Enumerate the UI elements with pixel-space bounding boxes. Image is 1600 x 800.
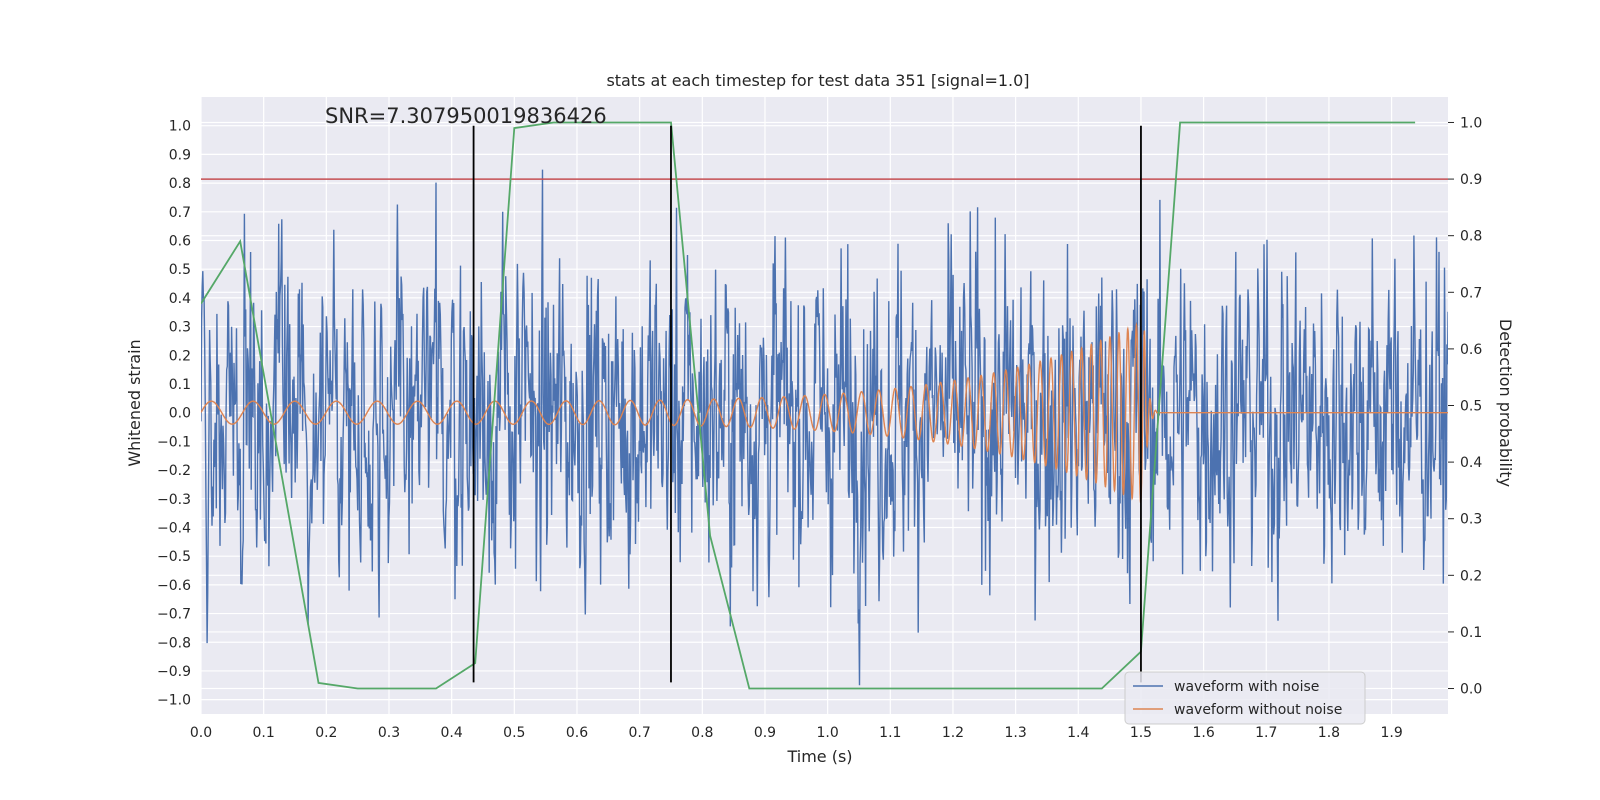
y2-tick-label: 0.6 xyxy=(1460,342,1482,358)
x-tick-label: 1.1 xyxy=(879,725,901,741)
y-tick-label: 0.5 xyxy=(169,262,191,278)
y-tick-label: 0.3 xyxy=(169,320,191,336)
y2-tick-label: 0.0 xyxy=(1460,682,1482,698)
y-tick-label: −0.8 xyxy=(157,635,191,651)
data-layer xyxy=(201,121,1448,690)
y-tick-label: 1.0 xyxy=(169,119,191,135)
y2-tick-label: 0.9 xyxy=(1460,172,1482,188)
x-tick-label: 1.9 xyxy=(1380,725,1402,741)
y-tick-label: 0.6 xyxy=(169,233,191,249)
y2-tick-label: 0.5 xyxy=(1460,399,1482,415)
y-tick-label: 0.4 xyxy=(169,291,191,307)
y2-axis-label: Detection probability xyxy=(1496,319,1515,487)
snr-annotation: SNR=7.307950019836426 xyxy=(325,104,607,128)
chart-title: stats at each timestep for test data 351… xyxy=(606,71,1029,90)
y-tick-label: 0.1 xyxy=(169,377,191,393)
y-tick-label: 0.2 xyxy=(169,348,191,364)
x-tick-label: 1.6 xyxy=(1192,725,1214,741)
x-tick-label: 1.3 xyxy=(1004,725,1026,741)
x-tick-label: 1.0 xyxy=(817,725,839,741)
legend-label-noise: waveform with noise xyxy=(1174,679,1319,695)
legend-label-signal: waveform without noise xyxy=(1174,702,1342,718)
series-waveform-without-noise xyxy=(201,321,1448,504)
x-tick-label: 1.4 xyxy=(1067,725,1089,741)
x-tick-label: 1.5 xyxy=(1130,725,1152,741)
y-tick-label: −0.5 xyxy=(157,549,191,565)
y-tick-label: −0.3 xyxy=(157,492,191,508)
x-tick-label: 0.2 xyxy=(315,725,337,741)
x-tick-label: 1.8 xyxy=(1318,725,1340,741)
x-tick-label: 0.8 xyxy=(691,725,713,741)
x-tick-label: 0.9 xyxy=(754,725,776,741)
series-waveform-with-noise xyxy=(201,169,1448,686)
y-tick-label: 0.0 xyxy=(169,406,191,422)
legend-box xyxy=(1124,671,1366,725)
x-tick-label: 0.0 xyxy=(190,725,212,741)
y-tick-label: −0.7 xyxy=(157,607,191,623)
y-tick-label: −0.4 xyxy=(157,520,191,536)
y2-tick-label: 0.4 xyxy=(1460,455,1482,471)
y-tick-label: 0.9 xyxy=(169,147,191,163)
legend: waveform with noise waveform without noi… xyxy=(1124,671,1366,725)
y-tick-label: −0.2 xyxy=(157,463,191,479)
y-tick-label: −0.1 xyxy=(157,434,191,450)
y2-tick-label: 1.0 xyxy=(1460,115,1482,131)
x-tick-label: 0.6 xyxy=(566,725,588,741)
y2-tick-label: 0.1 xyxy=(1460,625,1482,641)
y-tick-label: −0.6 xyxy=(157,578,191,594)
y2-tick-label: 0.2 xyxy=(1460,568,1482,584)
x-axis-label: Time (s) xyxy=(786,747,852,766)
x-tick-label: 0.1 xyxy=(253,725,275,741)
ticks: 0.0 0.1 0.2 0.3 0.4 0.5 0.6 0.7 0.8 0.9 1.0 1.1 1.2 1… xyxy=(157,115,1482,741)
y-axis-label: Whitened strain xyxy=(125,339,144,466)
x-tick-label: 0.3 xyxy=(378,725,400,741)
y-tick-label: 0.7 xyxy=(169,205,191,221)
x-tick-label: 1.7 xyxy=(1255,725,1277,741)
y2-tick-label: 0.7 xyxy=(1460,285,1482,301)
series-detection-probability xyxy=(201,121,1416,690)
y-tick-label: −1.0 xyxy=(157,693,191,709)
y2-tick-label: 0.3 xyxy=(1460,512,1482,528)
y-tick-label: −0.9 xyxy=(157,664,191,680)
y2-tick-label: 0.8 xyxy=(1460,229,1482,245)
x-tick-label: 0.4 xyxy=(441,725,463,741)
x-tick-label: 0.7 xyxy=(629,725,651,741)
y-tick-label: 0.8 xyxy=(169,176,191,192)
x-tick-label: 0.5 xyxy=(503,725,525,741)
x-tick-label: 1.2 xyxy=(942,725,964,741)
